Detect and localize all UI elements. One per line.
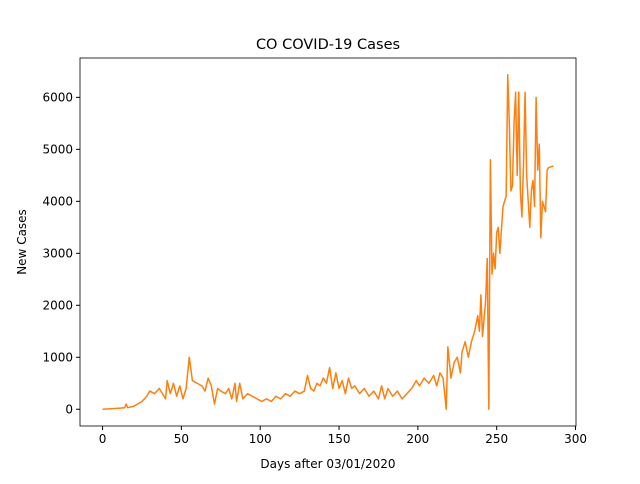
y-tick-label: 0 [65,402,73,416]
chart-title: CO COVID-19 Cases [256,37,400,53]
x-tick-label: 200 [406,432,429,446]
x-tick-label: 100 [249,432,272,446]
y-tick-label: 1000 [42,350,73,364]
y-tick-label: 3000 [42,246,73,260]
y-tick-label: 6000 [42,90,73,104]
y-tick-label: 4000 [42,194,73,208]
y-tick-label: 2000 [42,298,73,312]
x-tick-label: 50 [174,432,189,446]
x-tick-label: 300 [564,432,587,446]
y-tick-label: 5000 [42,142,73,156]
plot-frame [79,57,577,427]
x-tick-label: 0 [99,432,107,446]
x-tick-label: 150 [328,432,351,446]
data-line [102,73,554,411]
x-axis-label: Days after 03/01/2020 [260,457,395,471]
x-tick-label: 250 [485,432,508,446]
y-axis-label: New Cases [15,209,29,275]
